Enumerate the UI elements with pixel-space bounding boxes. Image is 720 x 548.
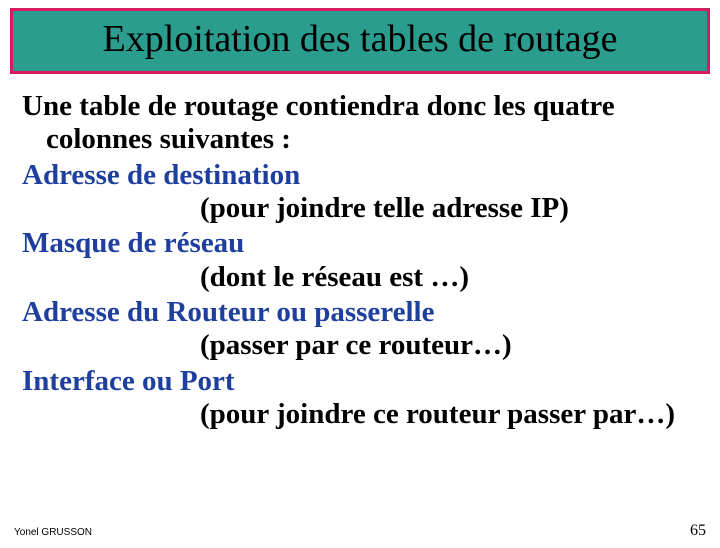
intro-line-1: Une table de routage contiendra donc les… bbox=[22, 90, 615, 122]
column-heading-2: Masque de réseau bbox=[22, 227, 700, 260]
column-heading-3: Adresse du Routeur ou passerelle bbox=[22, 296, 700, 329]
column-heading-4: Interface ou Port bbox=[22, 365, 700, 398]
footer-author: Yonel GRUSSON bbox=[14, 527, 92, 538]
column-desc-2: (dont le réseau est …) bbox=[200, 261, 700, 294]
column-desc-1: (pour joindre telle adresse IP) bbox=[200, 192, 700, 225]
column-desc-3: (passer par ce routeur…) bbox=[200, 329, 700, 362]
content-area: Une table de routage contiendra donc les… bbox=[0, 74, 720, 431]
intro-text: Une table de routage contiendra donc les… bbox=[22, 90, 700, 157]
title-banner: Exploitation des tables de routage bbox=[10, 8, 710, 74]
footer-page-number: 65 bbox=[690, 522, 706, 540]
intro-line-2: colonnes suivantes : bbox=[46, 123, 700, 156]
page-title: Exploitation des tables de routage bbox=[17, 17, 703, 61]
column-heading-1: Adresse de destination bbox=[22, 159, 700, 192]
column-desc-4: (pour joindre ce routeur passer par…) bbox=[200, 398, 700, 431]
